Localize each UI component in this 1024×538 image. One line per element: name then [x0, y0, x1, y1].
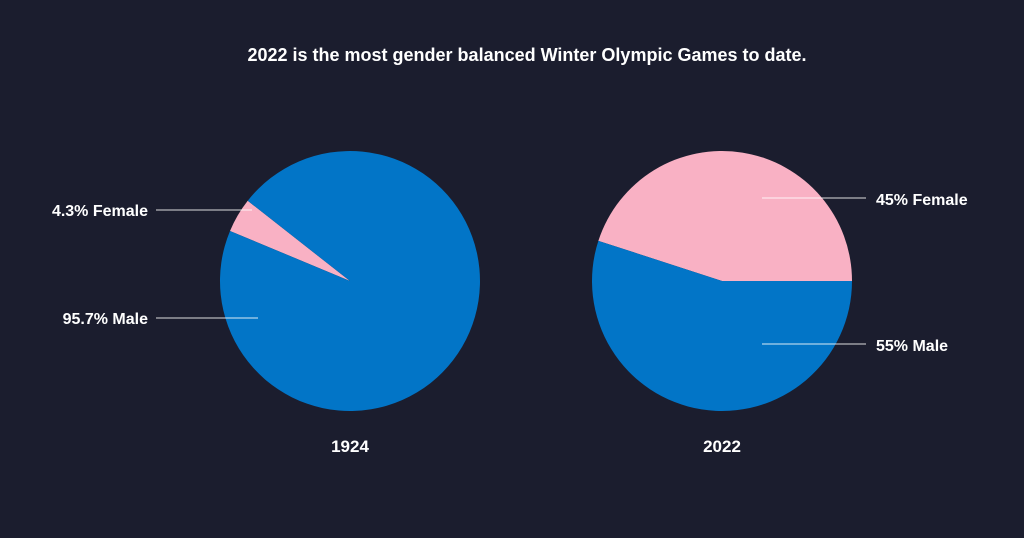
pie-slice-male-1924 [219, 151, 480, 412]
year-label-1924: 1924 [331, 437, 369, 456]
pie-slice-female-1924 [230, 200, 350, 281]
slice-label-female-2022: 45% Female [876, 192, 968, 209]
slice-label-female-1924: 4.3% Female [52, 203, 148, 220]
pie-chart-2022: 45% Female 55% Male 2022 [592, 150, 968, 456]
slice-label-male-1924: 95.7% Male [63, 311, 148, 328]
year-label-2022: 2022 [703, 437, 741, 456]
chart-title: 2022 is the most gender balanced Winter … [247, 45, 806, 65]
slice-label-male-2022: 55% Male [876, 338, 948, 355]
pie-slice-male-2022 [592, 240, 852, 411]
pie-slice-female-2022 [598, 150, 852, 281]
pie-chart-1924: 4.3% Female 95.7% Male 1924 [52, 151, 480, 456]
